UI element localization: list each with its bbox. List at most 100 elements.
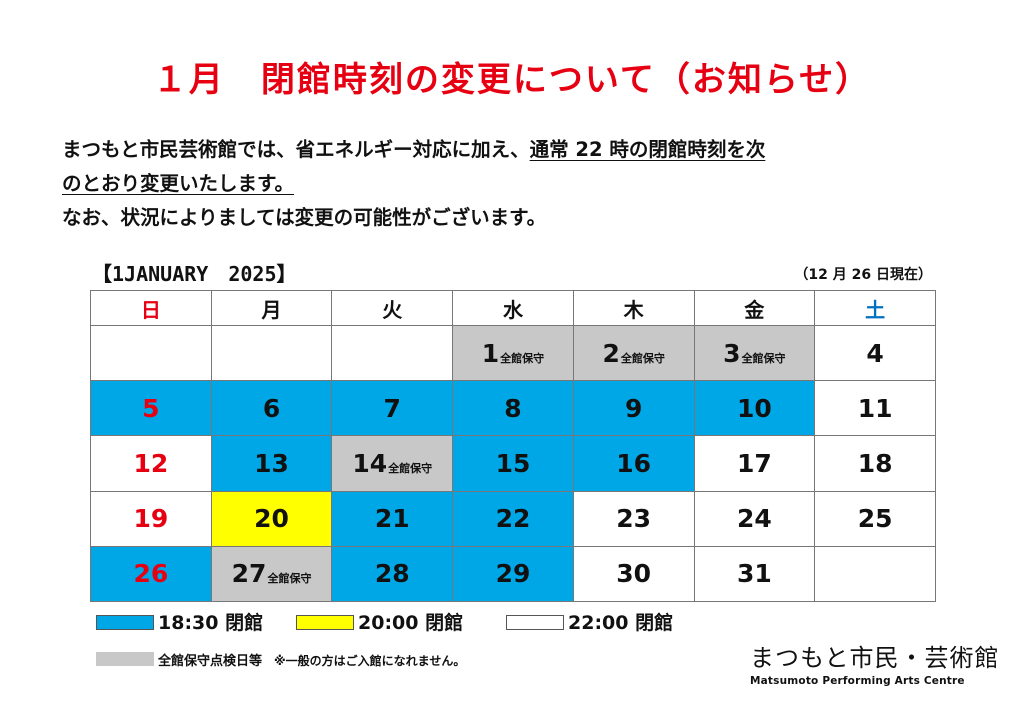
calendar-day-cell: 6 [210,380,333,437]
day-number: 20 [254,504,289,534]
maintenance-note: 全館保守 [620,351,665,365]
day-number: 16 [616,448,652,478]
day-number: 17 [736,448,772,478]
legend-blue: 18:30 閉館 [96,608,263,635]
day-number: 3 [723,338,741,368]
maintenance-note: 全館保守 [741,351,786,365]
calendar-empty-cell [814,545,936,603]
calendar-day-cell: 3全館保守 [693,324,816,382]
day-number: 8 [504,393,522,423]
day-number: 27 [231,559,267,589]
maintenance-note: 全館保守 [388,461,433,475]
weekday-header-row: 日 月 火 水 木 金 土 [90,290,936,326]
maintenance-note: 全館保守 [267,572,312,586]
day-number: 11 [857,393,893,423]
day-number: 28 [374,559,410,589]
calendar-table: 日 月 火 水 木 金 土 1全館保守 2全館保守 3全館保守 4 5 6 7 8 9 10 11 1… [90,290,936,603]
day-number: 25 [857,504,893,534]
notice-line-1: まつもと市民芸術館では、省エネルギー対応に加え、通常 22 時の閉館時刻を次 [62,133,962,167]
legend-gray-label: 全館保守点検日等 [158,654,263,669]
calendar-day-cell: 10 [693,380,816,437]
calendar-day-cell: 18 [814,435,936,492]
calendar-day-cell: 16 [572,435,695,492]
calendar-day-cell: 1全館保守 [452,324,574,382]
notice-line-3: なお、状況によりましては変更の可能性がございます。 [62,206,547,229]
calendar-day-cell: 19 [90,490,212,547]
day-number: 2 [602,338,620,368]
calendar-day-cell: 11 [814,380,936,437]
day-number: 14 [352,448,388,478]
day-number: 21 [374,504,410,534]
legend-gray: 全館保守点検日等 ※一般の方はご入館になれません。 [96,650,465,669]
weekday-thu: 木 [572,290,695,326]
legend-yellow-swatch [296,615,354,630]
calendar-day-cell: 12 [90,435,212,492]
weekday-mon: 月 [210,290,333,326]
legend-gray-swatch [96,652,154,666]
weekday-wed: 水 [452,290,574,326]
day-number: 9 [624,393,643,423]
calendar-day-cell: 17 [693,435,816,492]
day-number: 31 [736,559,772,589]
day-number: 4 [866,338,884,368]
legend-blue-label: 18:30 閉館 [158,612,264,634]
calendar-day-cell: 27全館保守 [210,545,333,603]
calendar-week-row: 19 20 21 22 23 24 25 [90,490,936,547]
calendar-day-cell: 23 [572,490,695,547]
notice-text: まつもと市民芸術館では、省エネルギー対応に加え、通常 22 時の閉館時刻を次 の… [62,133,962,235]
day-number: 19 [133,504,169,534]
calendar-day-cell: 31 [693,545,816,603]
calendar-day-cell: 7 [331,380,454,437]
calendar-week-row: 26 27全館保守 28 29 30 31 [90,545,936,603]
calendar-day-cell: 28 [331,545,454,603]
day-number: 23 [616,504,652,534]
day-number: 18 [857,448,893,478]
month-label: 【1JANUARY 2025】 [92,262,297,286]
calendar-week-row: 5 6 7 8 9 10 11 [90,380,936,437]
day-number: 6 [262,393,281,423]
day-number: 5 [142,393,160,423]
calendar-day-cell: 13 [210,435,333,492]
calendar-day-cell: 20 [210,490,333,547]
day-number: 30 [616,559,652,589]
calendar-day-cell: 14全館保守 [331,435,454,492]
day-number: 29 [495,559,531,589]
calendar-day-cell: 26 [90,545,212,603]
legend-white-label: 22:00 閉館 [568,612,674,634]
weekday-tue: 火 [331,290,454,326]
calendar-day-cell: 15 [452,435,574,492]
calendar-day-cell: 2全館保守 [572,324,695,382]
calendar-empty-cell [331,324,454,382]
legend-gray-note: ※一般の方はご入館になれません。 [274,654,466,668]
legend-blue-swatch [96,615,154,630]
day-number: 24 [736,504,772,534]
notice-line-2-underlined: のとおり変更いたします。 [62,172,295,195]
day-number: 7 [383,393,401,423]
weekday-sun: 日 [90,290,212,326]
legend-yellow: 20:00 閉館 [296,608,463,635]
logo: まつもと市民・芸術館 Matsumoto Performing Arts Cen… [750,638,1000,687]
calendar-day-cell: 29 [452,545,574,603]
calendar-day-cell: 25 [814,490,936,547]
calendar-day-cell: 21 [331,490,454,547]
legend-white-swatch [506,615,564,630]
calendar-week-row: 12 13 14全館保守 15 16 17 18 [90,435,936,492]
weekday-sat: 土 [814,290,936,326]
day-number: 22 [495,504,531,534]
calendar-day-cell: 9 [572,380,695,437]
calendar-day-cell: 5 [90,380,212,437]
calendar-empty-cell [210,324,333,382]
notice-line-1-plain: まつもと市民芸術館では、省エネルギー対応に加え、 [62,138,530,161]
calendar-day-cell: 8 [452,380,574,437]
notice-line-1-underlined: 通常 22 時の閉館時刻を次 [529,138,766,161]
day-number: 12 [133,448,169,478]
calendar-day-cell: 4 [814,324,936,382]
logo-en: Matsumoto Performing Arts Centre [750,675,965,687]
weekday-fri: 金 [693,290,816,326]
day-number: 15 [495,448,531,478]
calendar-day-cell: 24 [693,490,816,547]
day-number: 26 [133,559,169,589]
as-of-date: （12 月 26 日現在） [794,267,932,283]
day-number: 10 [736,393,772,423]
day-number: 1 [481,338,500,368]
